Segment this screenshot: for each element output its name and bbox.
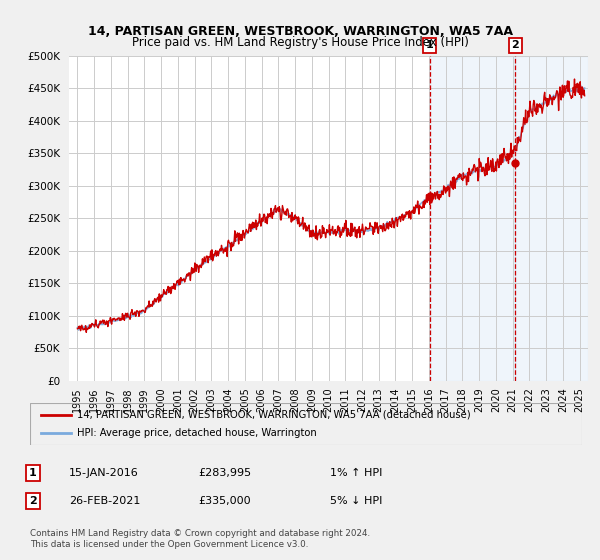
Text: 1: 1 (29, 468, 37, 478)
Text: £335,000: £335,000 (198, 496, 251, 506)
Text: 2: 2 (29, 496, 37, 506)
Bar (430, 56, 515, 381)
Text: 14, PARTISAN GREEN, WESTBROOK, WARRINGTON, WA5 7AA (detached house): 14, PARTISAN GREEN, WESTBROOK, WARRINGTO… (77, 410, 470, 420)
Text: 1% ↑ HPI: 1% ↑ HPI (330, 468, 382, 478)
Text: Price paid vs. HM Land Registry's House Price Index (HPI): Price paid vs. HM Land Registry's House … (131, 36, 469, 49)
Text: HPI: Average price, detached house, Warrington: HPI: Average price, detached house, Warr… (77, 428, 317, 438)
Bar (515, 56, 588, 381)
Text: 1: 1 (426, 40, 433, 50)
Text: 5% ↓ HPI: 5% ↓ HPI (330, 496, 382, 506)
Text: 26-FEB-2021: 26-FEB-2021 (69, 496, 140, 506)
Text: 15-JAN-2016: 15-JAN-2016 (69, 468, 139, 478)
Text: 2: 2 (511, 40, 519, 50)
Text: £283,995: £283,995 (198, 468, 251, 478)
Text: 14, PARTISAN GREEN, WESTBROOK, WARRINGTON, WA5 7AA: 14, PARTISAN GREEN, WESTBROOK, WARRINGTO… (88, 25, 512, 38)
Text: Contains HM Land Registry data © Crown copyright and database right 2024.
This d: Contains HM Land Registry data © Crown c… (30, 529, 370, 549)
